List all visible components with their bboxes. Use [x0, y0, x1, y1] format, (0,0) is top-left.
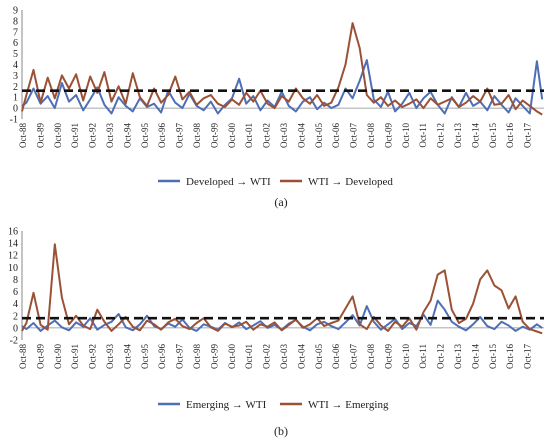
x-tick-label: Oct-00	[227, 344, 237, 369]
x-tick-label: Oct-10	[401, 123, 411, 148]
y-tick-label: 4	[13, 60, 18, 71]
y-tick-label: 4	[13, 299, 18, 310]
x-tick-label: Oct-96	[157, 344, 167, 369]
x-tick-label: Oct-96	[157, 123, 167, 148]
x-tick-label: Oct-12	[436, 123, 446, 148]
panel-label: (b)	[274, 424, 288, 438]
x-tick-label: Oct-95	[140, 123, 150, 148]
x-tick-label: Oct-04	[296, 344, 306, 369]
x-tick-label: Oct-09	[383, 123, 393, 148]
x-tick-label: Oct-13	[453, 123, 463, 148]
x-tick-label: Oct-91	[70, 123, 80, 148]
x-tick-label: Oct-03	[279, 123, 289, 148]
x-tick-label: Oct-03	[279, 344, 289, 369]
x-tick-label: Oct-98	[192, 344, 202, 369]
x-tick-label: Oct-06	[331, 344, 341, 369]
x-tick-label: Oct-16	[505, 344, 515, 369]
x-tick-label: Oct-05	[314, 344, 324, 369]
x-tick-label: Oct-17	[523, 123, 533, 148]
x-tick-label: Oct-10	[401, 344, 411, 369]
x-tick-label: Oct-98	[192, 123, 202, 148]
x-tick-label: Oct-91	[70, 344, 80, 369]
y-tick-label: 12	[8, 251, 18, 262]
x-tick-label: Oct-89	[35, 344, 45, 369]
y-tick-label: 2	[13, 311, 18, 322]
y-tick-label: 7	[13, 27, 18, 38]
y-tick-label: 14	[8, 239, 18, 250]
x-tick-label: Oct-16	[505, 123, 515, 148]
x-tick-label: Oct-17	[523, 344, 533, 369]
y-tick-label: 6	[13, 287, 18, 298]
x-tick-label: Oct-95	[140, 344, 150, 369]
legend-label: WTI → Emerging	[308, 399, 389, 411]
legend: Emerging → WTI WTI → Emerging	[158, 399, 389, 411]
x-tick-label: Oct-00	[227, 123, 237, 148]
x-tick-label: Oct-93	[105, 123, 115, 148]
x-tick-label: Oct-01	[244, 123, 254, 148]
x-tick-label: Oct-15	[488, 123, 498, 148]
x-tick-label: Oct-01	[244, 344, 254, 369]
x-tick-label: Oct-90	[53, 123, 63, 148]
x-tick-label: Oct-94	[122, 123, 132, 148]
x-tick-label: Oct-93	[105, 344, 115, 369]
x-tick-label: Oct-07	[349, 344, 359, 369]
x-tick-label: Oct-11	[418, 344, 428, 369]
x-tick-label: Oct-94	[122, 344, 132, 369]
y-tick-label: 8	[13, 275, 18, 286]
x-tick-label: Oct-88	[18, 344, 28, 369]
y-tick-label: 2	[13, 82, 18, 93]
x-tick-label: Oct-90	[53, 344, 63, 369]
x-tick-label: Oct-02	[262, 123, 272, 148]
y-tick-label: 0	[13, 104, 18, 115]
y-tick-label: 10	[8, 263, 18, 274]
x-tick-label: Oct-15	[488, 344, 498, 369]
x-tick-label: Oct-92	[88, 344, 98, 369]
x-tick-label: Oct-13	[453, 344, 463, 369]
y-tick-label: 8	[13, 16, 18, 27]
x-tick-label: Oct-08	[366, 344, 376, 369]
x-tick-label: Oct-99	[209, 123, 219, 148]
x-tick-label: Oct-06	[331, 123, 341, 148]
y-tick-label: 9	[13, 6, 18, 17]
y-tick-label: -1	[10, 115, 18, 126]
legend-label: WTI → Developed	[308, 176, 393, 188]
y-tick-label: 6	[13, 38, 18, 49]
x-tick-label: Oct-08	[366, 123, 376, 148]
y-tick-label: 1	[13, 93, 18, 104]
x-tick-label: Oct-92	[88, 123, 98, 148]
panel-label: (a)	[274, 195, 287, 209]
y-tick-label: 0	[13, 323, 18, 334]
x-tick-label: Oct-12	[436, 344, 446, 369]
x-tick-label: Oct-02	[262, 344, 272, 369]
y-tick-label: 3	[13, 71, 18, 82]
x-tick-label: Oct-14	[470, 344, 480, 369]
x-tick-label: Oct-88	[18, 123, 28, 148]
x-tick-label: Oct-97	[175, 344, 185, 369]
x-tick-label: Oct-11	[418, 123, 428, 148]
x-tick-label: Oct-04	[296, 123, 306, 148]
x-tick-label: Oct-14	[470, 123, 480, 148]
legend: Developed → WTI WTI → Developed	[158, 176, 393, 188]
x-tick-label: Oct-09	[383, 344, 393, 369]
legend-label: Developed → WTI	[186, 176, 271, 188]
x-tick-label: Oct-89	[35, 123, 45, 148]
x-tick-label: Oct-99	[209, 344, 219, 369]
y-tick-label: 5	[13, 49, 18, 60]
x-tick-label: Oct-97	[175, 123, 185, 148]
y-tick-label: -2	[10, 336, 18, 347]
x-tick-label: Oct-05	[314, 123, 324, 148]
series-line	[21, 22, 543, 116]
legend-label: Emerging → WTI	[186, 399, 267, 411]
y-tick-label: 16	[8, 227, 18, 238]
series-line	[21, 243, 543, 335]
x-tick-label: Oct-07	[349, 123, 359, 148]
